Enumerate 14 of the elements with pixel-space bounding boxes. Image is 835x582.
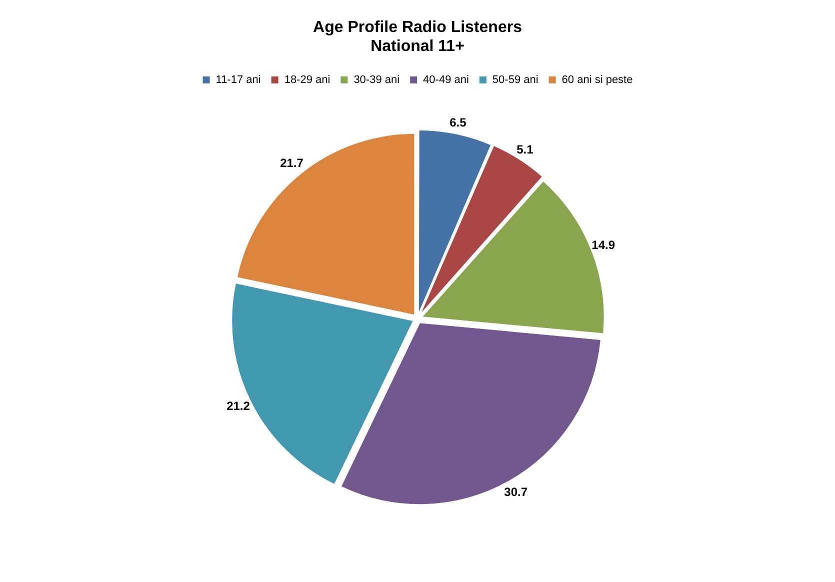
legend-label: 60 ani si peste [562, 74, 633, 86]
legend-label: 50-59 ani [492, 74, 538, 86]
legend-label: 18-29 ani [284, 74, 330, 86]
legend-label: 30-39 ani [354, 74, 400, 86]
data-label: 21.7 [280, 156, 304, 170]
data-label: 14.9 [592, 238, 616, 252]
legend-label: 11-17 ani [216, 74, 261, 86]
data-label: 21.2 [226, 399, 250, 414]
data-label: 30.7 [504, 484, 528, 499]
chart-subtitle: National 11+ [370, 38, 464, 56]
chart-title: Age Profile Radio Listeners [313, 19, 522, 36]
legend-label: 40-49 ani [423, 74, 469, 86]
data-label: 6.5 [450, 115, 467, 130]
data-label: 5.1 [516, 142, 534, 157]
